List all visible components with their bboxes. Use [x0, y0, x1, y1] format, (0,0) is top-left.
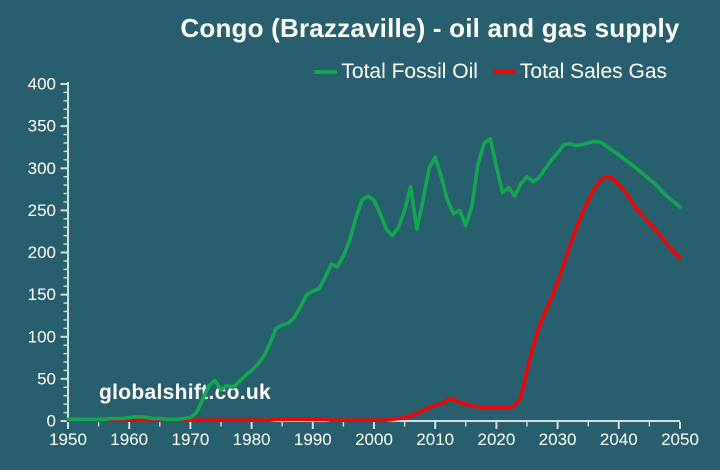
gas-series-swatch-icon [492, 70, 516, 74]
x-tick-label: 2050 [661, 430, 699, 449]
y-tick-label: 200 [28, 243, 56, 262]
y-tick-label: 400 [28, 75, 56, 94]
y-tick-label: 50 [37, 369, 56, 388]
chart-title: Congo (Brazzaville) - oil and gas supply [180, 13, 680, 43]
x-tick-label: 1950 [49, 430, 87, 449]
x-tick-label: 2010 [416, 430, 454, 449]
y-tick-label: 0 [47, 412, 56, 431]
gas-series-label: Total Sales Gas [519, 60, 667, 83]
total-fossil-oil-line [66, 137, 682, 422]
x-tick-label: 2040 [600, 430, 638, 449]
x-tick-label: 1980 [233, 430, 271, 449]
total-sales-gas-line [66, 174, 682, 423]
legend-item-total-sales-gas: Total Sales Gas [492, 60, 667, 84]
legend-item-total-fossil-oil: Total Fossil Oil [314, 60, 478, 84]
y-tick-label: 100 [28, 327, 56, 346]
x-tick-label: 2000 [355, 430, 393, 449]
x-tick-label: 1970 [171, 430, 209, 449]
x-tick-label: 2020 [477, 430, 515, 449]
y-tick-label: 250 [28, 201, 56, 220]
x-tick-label: 1990 [294, 430, 332, 449]
y-tick-label: 350 [28, 117, 56, 136]
y-tick-label: 150 [28, 285, 56, 304]
x-tick-label: 2030 [539, 430, 577, 449]
oil-series-swatch-icon [314, 70, 338, 74]
y-tick-label: 300 [28, 159, 56, 178]
legend: Total Fossil Oil Total Sales Gas [314, 60, 667, 84]
axis-lines [67, 82, 680, 422]
x-tick-label: 1960 [110, 430, 148, 449]
oil-series-label: Total Fossil Oil [341, 60, 478, 83]
